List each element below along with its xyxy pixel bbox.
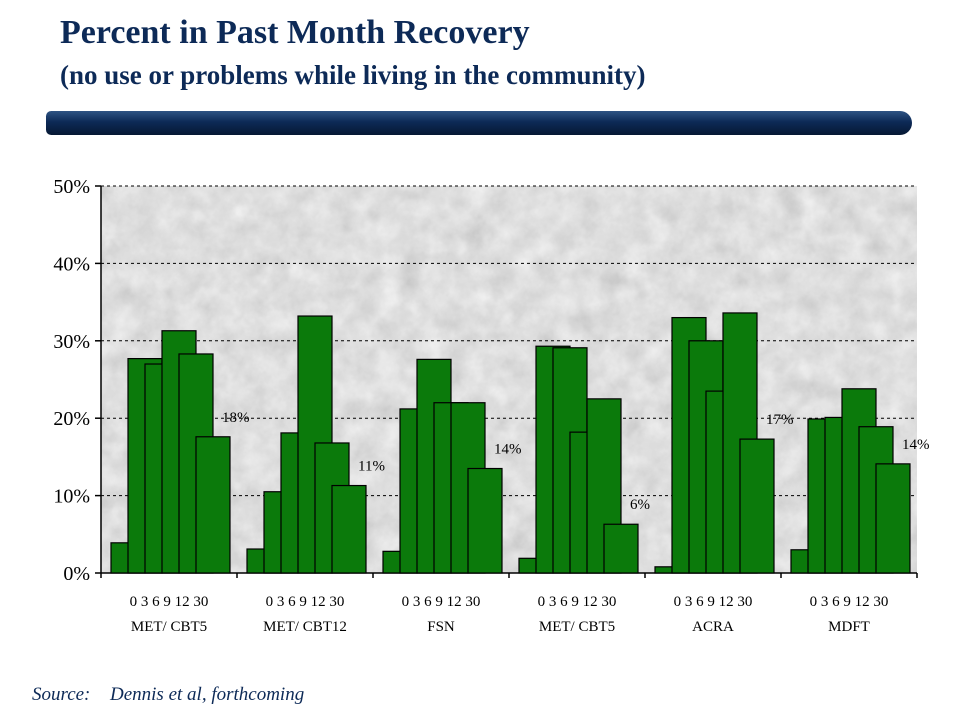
y-tick-label: 40%: [53, 253, 90, 275]
bar: [195, 436, 231, 574]
y-tick-label: 50%: [53, 176, 90, 198]
x-group-label: MET/ CBT5: [131, 619, 207, 635]
y-tick-label: 0%: [63, 563, 90, 585]
data-label: 11%: [358, 459, 385, 475]
bar: [331, 484, 367, 574]
x-group-label: ACRA: [692, 619, 734, 635]
x-months-label: 0 3 6 9 12 30: [810, 594, 889, 610]
data-label: 14%: [494, 442, 522, 458]
source-text: Dennis et al, forthcoming: [110, 684, 305, 705]
x-months-label: 0 3 6 9 12 30: [130, 594, 209, 610]
y-tick-label: 30%: [53, 331, 90, 353]
slide-subtitle: (no use or problems while living in the …: [60, 60, 646, 90]
data-label: 14%: [902, 437, 930, 453]
source-label: Source:: [32, 684, 91, 705]
x-months-label: 0 3 6 9 12 30: [266, 594, 345, 610]
slide-title: Percent in Past Month Recovery: [60, 14, 530, 51]
bar: [603, 523, 639, 574]
bar: [875, 463, 911, 574]
x-group-label: MET/ CBT5: [539, 619, 615, 635]
data-label: 17%: [766, 412, 794, 428]
bar: [467, 467, 503, 574]
x-group-label: MDFT: [828, 619, 870, 635]
y-tick-label: 10%: [53, 486, 90, 508]
title-divider-bar: [46, 111, 912, 135]
data-label: 18%: [222, 410, 250, 426]
x-months-label: 0 3 6 9 12 30: [538, 594, 617, 610]
data-label: 6%: [630, 497, 650, 513]
x-group-label: FSN: [427, 619, 455, 635]
x-group-label: MET/ CBT12: [263, 619, 347, 635]
x-months-label: 0 3 6 9 12 30: [674, 594, 753, 610]
plot-area-background: [101, 186, 917, 573]
y-tick-label: 20%: [53, 408, 90, 430]
source-citation: Source: Dennis et al, forthcoming: [32, 684, 304, 706]
x-months-label: 0 3 6 9 12 30: [402, 594, 481, 610]
bar: [739, 438, 775, 574]
